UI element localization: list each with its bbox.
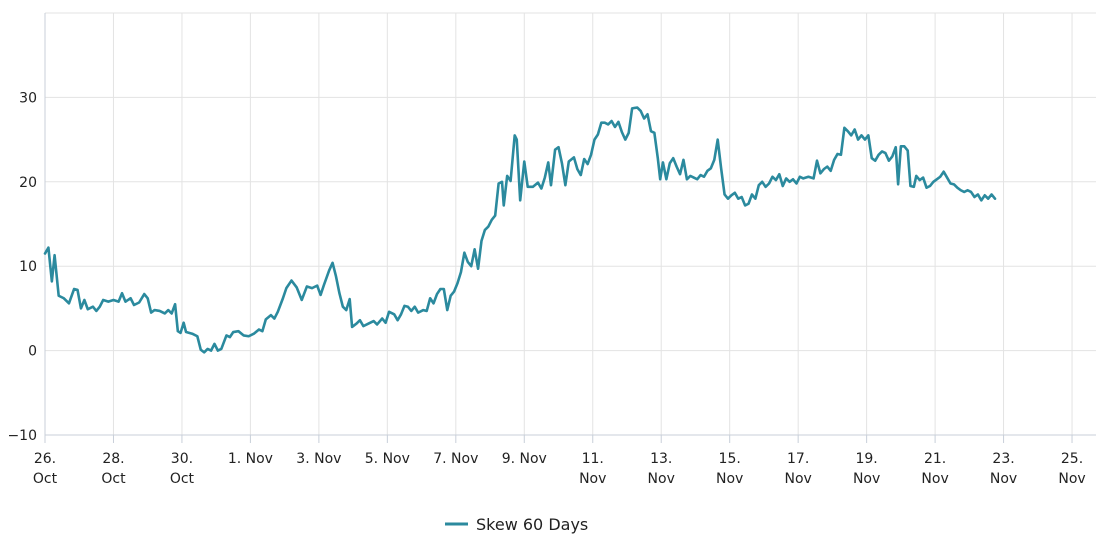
grid-lines bbox=[44, 12, 1096, 435]
x-tick-label: 5. Nov bbox=[365, 451, 410, 467]
x-tick-label: 1. Nov bbox=[228, 451, 273, 467]
y-tick-label: 0 bbox=[28, 344, 37, 360]
x-tick-label: 11. Nov bbox=[579, 451, 606, 487]
legend[interactable]: Skew 60 Days bbox=[445, 515, 588, 534]
x-tick-label: 7. Nov bbox=[433, 451, 478, 467]
x-tick-label: 26. Oct bbox=[33, 451, 58, 487]
x-tick-label: 23. Nov bbox=[990, 451, 1017, 487]
y-tick-label: 20 bbox=[19, 175, 37, 191]
x-tick-label: 19. Nov bbox=[853, 451, 880, 487]
x-tick-label: 9. Nov bbox=[502, 451, 547, 467]
x-tick-labels: 26. Oct 28. Oct 30. Oct 1. Nov 3. Nov 5. Nov 7. N… bbox=[33, 451, 1086, 487]
y-tick-labels: −10 0 10 20 30 bbox=[7, 90, 37, 444]
series-layer bbox=[43, 106, 997, 354]
x-tick-label: 21. Nov bbox=[921, 451, 948, 487]
y-tick-label: −10 bbox=[7, 428, 37, 444]
x-tick-label: 15. Nov bbox=[716, 451, 743, 487]
x-tick-label: 17. Nov bbox=[784, 451, 811, 487]
x-tick-label: 3. Nov bbox=[296, 451, 341, 467]
x-tick-label: 28. Oct bbox=[101, 451, 126, 487]
series-line-skew-60-days[interactable] bbox=[43, 106, 997, 354]
y-tick-label: 10 bbox=[19, 259, 37, 275]
x-tick-label: 13. Nov bbox=[648, 451, 675, 487]
legend-label: Skew 60 Days bbox=[476, 515, 588, 534]
axes bbox=[44, 13, 1096, 443]
y-tick-label: 30 bbox=[19, 90, 37, 106]
x-tick-label: 30. Oct bbox=[170, 451, 195, 487]
x-tick-label: 25. Nov bbox=[1058, 451, 1085, 487]
